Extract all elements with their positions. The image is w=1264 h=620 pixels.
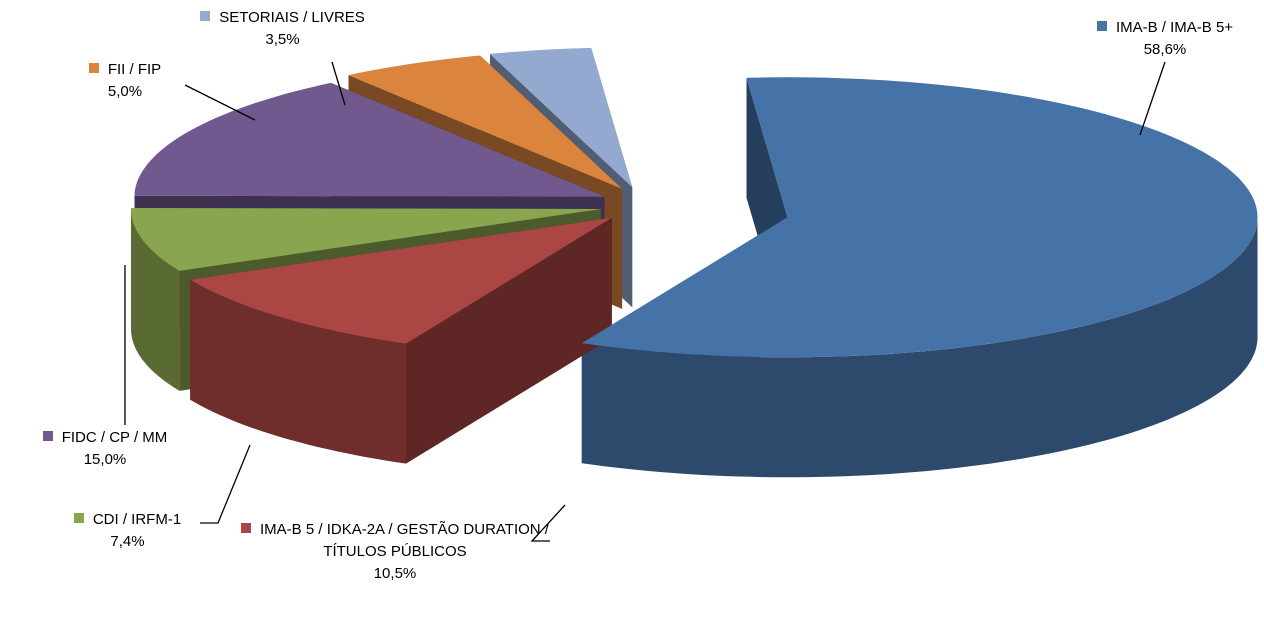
legend-swatch bbox=[1096, 21, 1107, 31]
category-label: FIDC / CP / MM bbox=[61, 429, 168, 446]
leader-line bbox=[530, 504, 566, 542]
slice bbox=[190, 217, 612, 344]
data-label: IMA-B 5 / IDKA-2A / GESTÃO DURATION / TÍ… bbox=[240, 519, 550, 585]
legend-swatch bbox=[42, 431, 53, 441]
legend-swatch bbox=[88, 63, 99, 73]
category-label: IMA-B 5 / IDKA-2A / GESTÃO DURATION / TÍ… bbox=[260, 521, 549, 560]
category-label: FII / FIP bbox=[107, 61, 162, 78]
label-line: FII / FIP bbox=[65, 59, 185, 81]
value-label: 15,0% bbox=[83, 451, 127, 468]
slice-wall bbox=[581, 217, 1258, 478]
value-label: 5,0% bbox=[107, 83, 143, 100]
value-label: 7,4% bbox=[110, 533, 145, 550]
label-line: FIDC / CP / MM bbox=[5, 427, 205, 449]
category-label: IMA-B / IMA-B 5+ bbox=[1115, 19, 1234, 36]
slice bbox=[348, 55, 623, 189]
leader-line bbox=[331, 61, 346, 106]
value-label: 58,6% bbox=[1143, 41, 1187, 58]
data-label: FIDC / CP / MM 15,0% bbox=[5, 427, 205, 471]
label-line: IMA-B 5 / IDKA-2A / GESTÃO DURATION / TÍ… bbox=[240, 519, 550, 563]
category-label: CDI / IRFM-1 bbox=[92, 511, 182, 528]
leader-line bbox=[184, 84, 256, 121]
value-label: 3,5% bbox=[265, 31, 300, 48]
slice bbox=[134, 82, 605, 197]
label-line: SETORIAIS / LIVRES bbox=[175, 7, 390, 29]
data-label: IMA-B / IMA-B 5+ 58,6% bbox=[1065, 17, 1264, 61]
data-label: CDI / IRFM-1 7,4% bbox=[40, 509, 215, 553]
label-line: IMA-B / IMA-B 5+ bbox=[1065, 17, 1264, 39]
leader-line bbox=[200, 444, 251, 524]
legend-swatch bbox=[73, 513, 84, 523]
category-label: SETORIAIS / LIVRES bbox=[219, 9, 365, 26]
slice bbox=[490, 47, 633, 188]
legend-swatch bbox=[200, 11, 211, 21]
slice-wall bbox=[190, 279, 406, 464]
data-label: FII / FIP 5,0% bbox=[65, 59, 185, 103]
legend-swatch bbox=[241, 523, 252, 533]
slice-wall bbox=[131, 209, 180, 391]
data-label: SETORIAIS / LIVRES 3,5% bbox=[175, 7, 390, 51]
leader-line bbox=[1139, 61, 1166, 136]
label-line: CDI / IRFM-1 bbox=[40, 509, 215, 531]
slice bbox=[581, 77, 1258, 358]
slice bbox=[131, 208, 601, 271]
value-label: 10,5% bbox=[373, 565, 417, 582]
